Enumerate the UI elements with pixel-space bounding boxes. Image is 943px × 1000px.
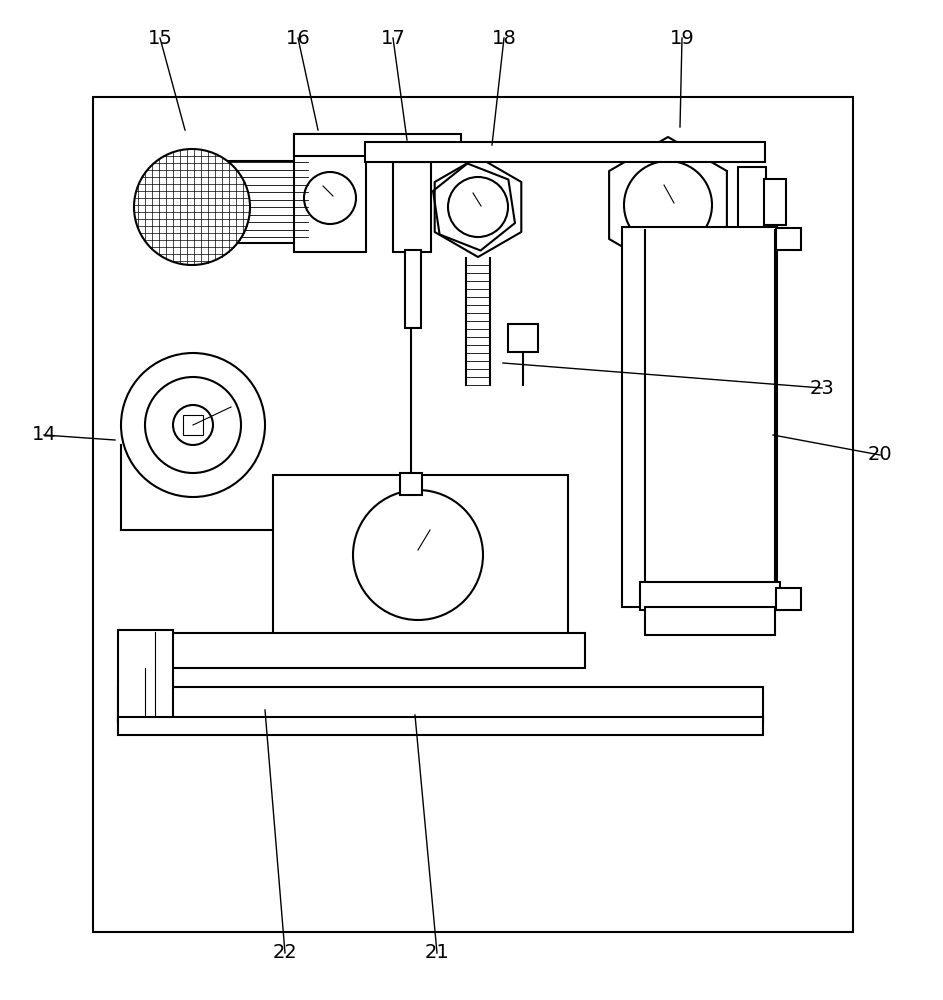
- Circle shape: [134, 149, 250, 265]
- Bar: [400, 473, 422, 495]
- Circle shape: [173, 405, 213, 445]
- Bar: [365, 142, 765, 162]
- Text: 22: 22: [273, 944, 297, 962]
- Bar: [294, 134, 366, 252]
- Text: 17: 17: [381, 28, 405, 47]
- Bar: [220, 161, 308, 243]
- Text: 15: 15: [147, 28, 173, 47]
- Bar: [776, 228, 801, 250]
- Circle shape: [121, 353, 265, 497]
- Bar: [776, 588, 801, 610]
- Bar: [405, 250, 421, 328]
- Circle shape: [448, 177, 508, 237]
- Bar: [93, 97, 853, 932]
- Text: 23: 23: [810, 378, 835, 397]
- Bar: [738, 167, 766, 237]
- Text: 14: 14: [32, 426, 57, 444]
- Bar: [622, 227, 777, 607]
- Text: 21: 21: [424, 944, 450, 962]
- Bar: [118, 717, 763, 735]
- Circle shape: [304, 172, 356, 224]
- Text: 20: 20: [868, 446, 892, 464]
- Bar: [393, 162, 431, 252]
- Bar: [118, 630, 173, 722]
- Text: 19: 19: [670, 28, 694, 47]
- Bar: [118, 687, 763, 722]
- Circle shape: [624, 161, 712, 249]
- Text: 16: 16: [286, 28, 310, 47]
- Bar: [764, 179, 786, 225]
- Bar: [183, 415, 203, 435]
- Bar: [273, 475, 568, 640]
- Bar: [645, 607, 775, 635]
- Bar: [294, 134, 461, 156]
- Bar: [145, 633, 585, 668]
- Circle shape: [145, 377, 241, 473]
- Text: 18: 18: [491, 28, 517, 47]
- Bar: [640, 582, 780, 610]
- Bar: [508, 324, 538, 352]
- Circle shape: [353, 490, 483, 620]
